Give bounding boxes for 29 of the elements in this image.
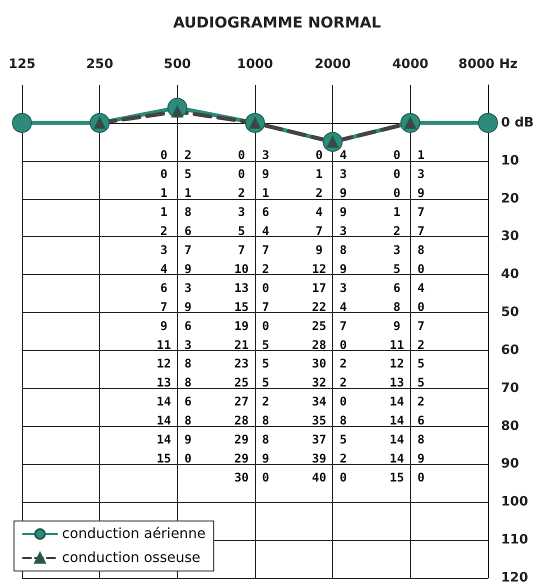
x-tick-label: 250: [86, 57, 114, 72]
y-tick-label: 90: [501, 456, 520, 472]
legend-label: conduction aérienne: [62, 526, 206, 542]
y-tick-label: 60: [501, 342, 520, 358]
y-tick-label: 40: [501, 267, 520, 282]
y-tick-label: 110: [501, 532, 528, 548]
x-tick-label: 2000: [314, 57, 351, 72]
y-tick-label: 100: [501, 494, 528, 510]
y-tick-label: 70: [501, 380, 520, 396]
x-tick-label: 8000 Hz: [458, 57, 518, 72]
y-tick-label: 120: [501, 570, 528, 585]
y-tick-label: 50: [501, 305, 520, 320]
text: 0 4 1 3 2 9 4 9 7 3 9 8 12 9 17 3 22 4 25 7 28 0 30 2 32 2 34 0 35 8 37 5 39 2 40 0: [312, 148, 347, 485]
chart-title: AUDIOGRAMME NORMAL: [173, 14, 382, 32]
y-tick-label: 0 dB: [501, 115, 534, 130]
legend-label: conduction osseuse: [62, 550, 200, 566]
text: 0 2 0 5 1 1 1 8 2 6 3 7 4 9 6 3 7 9 9 6 11 3 12 8 13 8 14 6 14 8 14 9 15 0: [156, 148, 192, 466]
point: [478, 112, 498, 133]
x-tick-label: 125: [8, 57, 36, 72]
y-tick-label: 30: [501, 229, 520, 244]
text: 0 3 0 9 2 1 3 6 5 4 7 7 10 2 13 0 15 7 19 0 21 5 23 5 25 5 27 2 28 8 29 8 29 9 30 0: [234, 148, 270, 485]
x-tick-label: 4000: [392, 57, 428, 72]
y-tick-label: 10: [501, 153, 520, 168]
x-tick-label: 1000: [236, 57, 274, 72]
x-tick-label: 500: [164, 57, 191, 72]
point: [12, 112, 32, 133]
y-tick-label: 80: [501, 418, 520, 434]
text: 0 1 0 3 0 9 1 7 2 7 3 8 5 0 6 4 8 0 9 7 11 2 12 5 13 5 14 2 14 6 14 8 14 9 15 0: [390, 148, 425, 485]
y-tick-label: 20: [501, 191, 520, 206]
